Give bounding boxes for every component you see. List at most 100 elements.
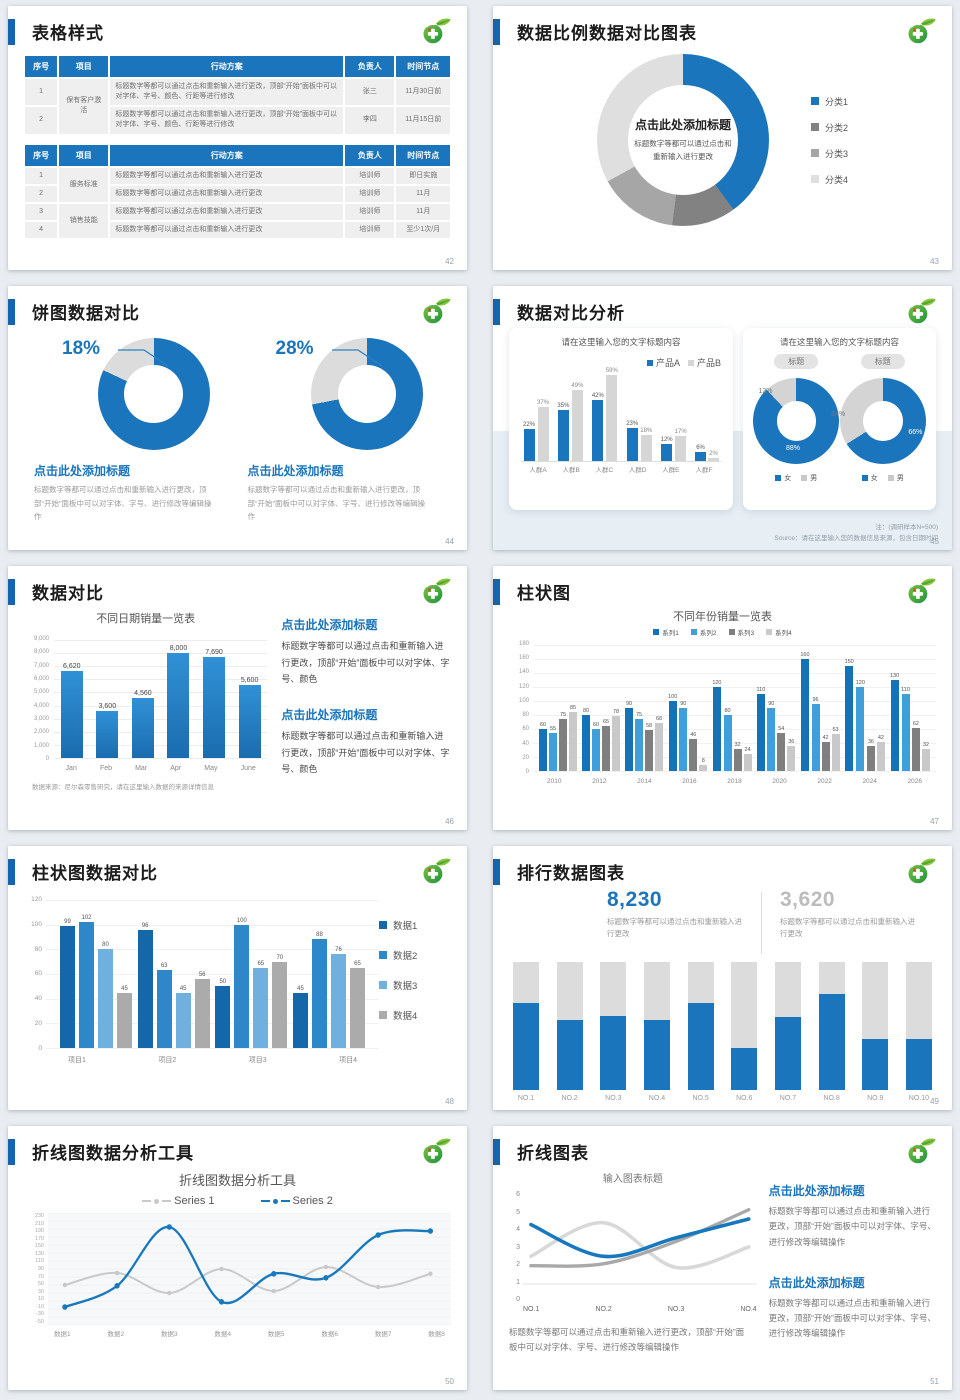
donut-center-text: 点击此处添加标题 标题数字等都可以通过点击和重新输入进行更改 bbox=[597, 54, 769, 226]
cell-project: 保有客户激活 bbox=[58, 78, 110, 135]
bar-column: 36 bbox=[866, 739, 875, 771]
x-tick-label: NO.2 bbox=[595, 1306, 612, 1313]
slide-44-pie-compare[interactable]: 饼图数据对比 18% 点击此处添加标题 标题数字等都可以通过点击和重新输入进行更改，… bbox=[8, 286, 467, 550]
legend-item: 数据1 bbox=[379, 918, 451, 932]
kpi-numbers: 8,230 标题数字等都可以通过点击和重新输入进行更改 3,620 标题数字等都… bbox=[509, 888, 930, 954]
bar-value-label: 55 bbox=[549, 725, 557, 732]
rank-bar-item: NO.4 bbox=[643, 962, 670, 1102]
y-tick-label: 170 bbox=[34, 1235, 44, 1242]
gridline bbox=[54, 666, 268, 668]
x-tick-label: June bbox=[240, 765, 256, 772]
slide-50-line-analysis[interactable]: 折线图数据分析工具 折线图数据分析工具 Series 1 Series 2 230… bbox=[8, 1126, 467, 1390]
gridline bbox=[54, 640, 268, 641]
y-tick-label: 0 bbox=[38, 1044, 42, 1052]
bar bbox=[756, 694, 765, 771]
slide-51-line-chart[interactable]: 折线图表 输入图表标题 6 5 4 3 2 1 0 NO.1 NO.2 NO.3 NO.4 标题数字… bbox=[493, 1126, 952, 1390]
legend-item: Series 2 bbox=[260, 1195, 333, 1207]
bar-column: 7,690 bbox=[203, 649, 226, 758]
block-heading: 点击此处添加标题 bbox=[34, 464, 131, 478]
x-axis-labels: Jan Feb Mar Apr May June bbox=[54, 765, 267, 772]
slide-title: 柱状图 bbox=[517, 583, 571, 603]
bar bbox=[175, 992, 191, 1048]
table-row: 1 保有客户激活 标题数字等都可以通过点击和重新输入进行更改，顶部“开始”面板中可以… bbox=[24, 78, 451, 135]
bar bbox=[787, 745, 796, 771]
x-axis-labels: 项目1 项目2 项目3 项目4 bbox=[46, 1055, 379, 1065]
donut-hole bbox=[862, 401, 903, 441]
x-axis-labels: 数据1 数据2 数据3 数据4 数据5 数据6 数据7 数据8 bbox=[48, 1328, 451, 1338]
cell-plan: 标题数字等都可以通过点击和重新输入进行更改 bbox=[109, 166, 345, 185]
gridline bbox=[54, 679, 268, 681]
line-chart: 230 210 190 170 150 130 110 90 70 50 30 10 -10 -30 -50… bbox=[24, 1213, 451, 1338]
legend-label: 系列4 bbox=[775, 630, 792, 637]
bar bbox=[901, 694, 910, 771]
bar bbox=[253, 967, 269, 1048]
chart-axes: 180 160 140 120 100 80 60 40 20 0 60 55 75 85 80 60 65 78… bbox=[509, 641, 936, 775]
bar-value-label: 100 bbox=[236, 917, 247, 924]
bar bbox=[811, 703, 820, 771]
vertical-divider bbox=[761, 892, 762, 954]
x-tick-label: NO.1 bbox=[523, 1306, 540, 1313]
rank-bar-track bbox=[687, 962, 714, 1090]
bar-column: 80 bbox=[582, 708, 591, 771]
slide-47-column-chart[interactable]: 柱状图 不同年份销量一览表 系列1 系列2 系列3 系列4 180 160 140 120 1… bbox=[493, 566, 952, 830]
slide-46-data-compare[interactable]: 数据对比 不同日期销量一览表 9,000 8,000 7,000 6,000 5,000… bbox=[8, 566, 467, 830]
y-tick-label: 6,000 bbox=[33, 675, 49, 682]
column-header: 时间节点 bbox=[395, 55, 451, 78]
legend-label: 数据4 bbox=[393, 1011, 418, 1022]
category-label: 人群F bbox=[695, 467, 713, 474]
bar bbox=[777, 733, 786, 771]
slide-43-donut-compare[interactable]: 数据比例数据对比图表 点击此处添加标题 标题数字等都可以通过点击和重新输入进行更… bbox=[493, 6, 952, 270]
block-heading: 点击此处添加标题 bbox=[768, 1275, 865, 1290]
bar bbox=[234, 924, 250, 1048]
slide-title: 柱状图数据对比 bbox=[32, 863, 158, 883]
bar bbox=[866, 745, 875, 771]
gridline bbox=[533, 743, 936, 744]
bar bbox=[640, 434, 652, 461]
bar-value-label: 46 bbox=[690, 731, 697, 738]
donut-hole bbox=[337, 364, 397, 424]
page-number: 48 bbox=[445, 1097, 454, 1106]
chart-axes: 120 100 80 60 40 20 0 99 102 80 45 96 63 45 56 50 100 65 7… bbox=[24, 896, 379, 1052]
bar-column: 76 bbox=[330, 947, 346, 1048]
y-tick-label: 180 bbox=[518, 641, 529, 647]
brand-logo bbox=[903, 1137, 936, 1165]
bar-value-label: 102 bbox=[81, 915, 92, 922]
slide-49-ranking-chart[interactable]: 排行数据图表 8,230 标题数字等都可以通过点击和重新输入进行更改 3,620… bbox=[493, 846, 952, 1110]
gridline bbox=[533, 729, 936, 730]
grouped-bar-chart: 120 100 80 60 40 20 0 99 102 80 45 96 63 45 56 50 100 65 7… bbox=[24, 896, 379, 1065]
bar bbox=[131, 698, 154, 758]
bar-column: 6% bbox=[695, 445, 707, 461]
bar bbox=[602, 725, 611, 771]
legend-swatch bbox=[379, 1011, 387, 1019]
bar-column: 90 bbox=[679, 701, 688, 771]
slide-header: 表格样式 bbox=[24, 16, 451, 46]
slide-45-data-analysis[interactable]: 数据对比分析 请在这里输入您的文字标题内容 产品A 产品B 22% 37% 35% 49%… bbox=[493, 286, 952, 550]
x-tick-label: 2014 bbox=[637, 778, 652, 785]
rank-label: NO.6 bbox=[736, 1095, 753, 1102]
kpi-value: 8,230 bbox=[607, 888, 663, 911]
page-number: 49 bbox=[930, 1097, 939, 1106]
bar-column: 53 bbox=[831, 727, 840, 771]
block-text: 标题数字等都可以通过点击和重新输入进行更改，顶部“开始”面板中可以对字体、字号、… bbox=[34, 485, 212, 521]
bar bbox=[98, 949, 113, 1048]
bar-value-label: 12% bbox=[660, 436, 673, 443]
legend-item: 产品A bbox=[647, 356, 680, 369]
slide-42-table-styles[interactable]: 表格样式 序号 项目 行动方案 负责人 时间节点 1 保有客户激活 标题数字等都可以通过点击和… bbox=[8, 6, 467, 270]
donut-block: 标题 34% 66% 女男 bbox=[831, 354, 926, 483]
cell-time: 即日实施 bbox=[395, 166, 451, 185]
rank-label: NO.8 bbox=[823, 1095, 840, 1102]
brand-logo-icon bbox=[422, 17, 451, 44]
bar-value-label: 24 bbox=[744, 747, 751, 754]
donut-legend: 女男 bbox=[775, 473, 817, 483]
x-tick-label: May bbox=[204, 765, 218, 772]
legend-item: 数据3 bbox=[379, 978, 451, 992]
donut-legend: 女男 bbox=[861, 473, 904, 483]
text-block: 点击此处添加标题 标题数字等都可以通过点击和重新输入进行更改，顶部“开始”面板中… bbox=[281, 706, 451, 778]
brand-logo bbox=[418, 857, 451, 885]
cell-time: 11月15日前 bbox=[395, 106, 451, 135]
slide-48-column-compare[interactable]: 柱状图数据对比 120 100 80 60 40 20 0 99 102 80 45 96 63 45 56… bbox=[8, 846, 467, 1110]
bar-column: 50 bbox=[215, 979, 231, 1048]
card-title: 请在这里输入您的文字标题内容 bbox=[561, 337, 681, 347]
rank-bar-fill bbox=[687, 1002, 714, 1090]
bar-value-label: 3,600 bbox=[98, 702, 117, 710]
